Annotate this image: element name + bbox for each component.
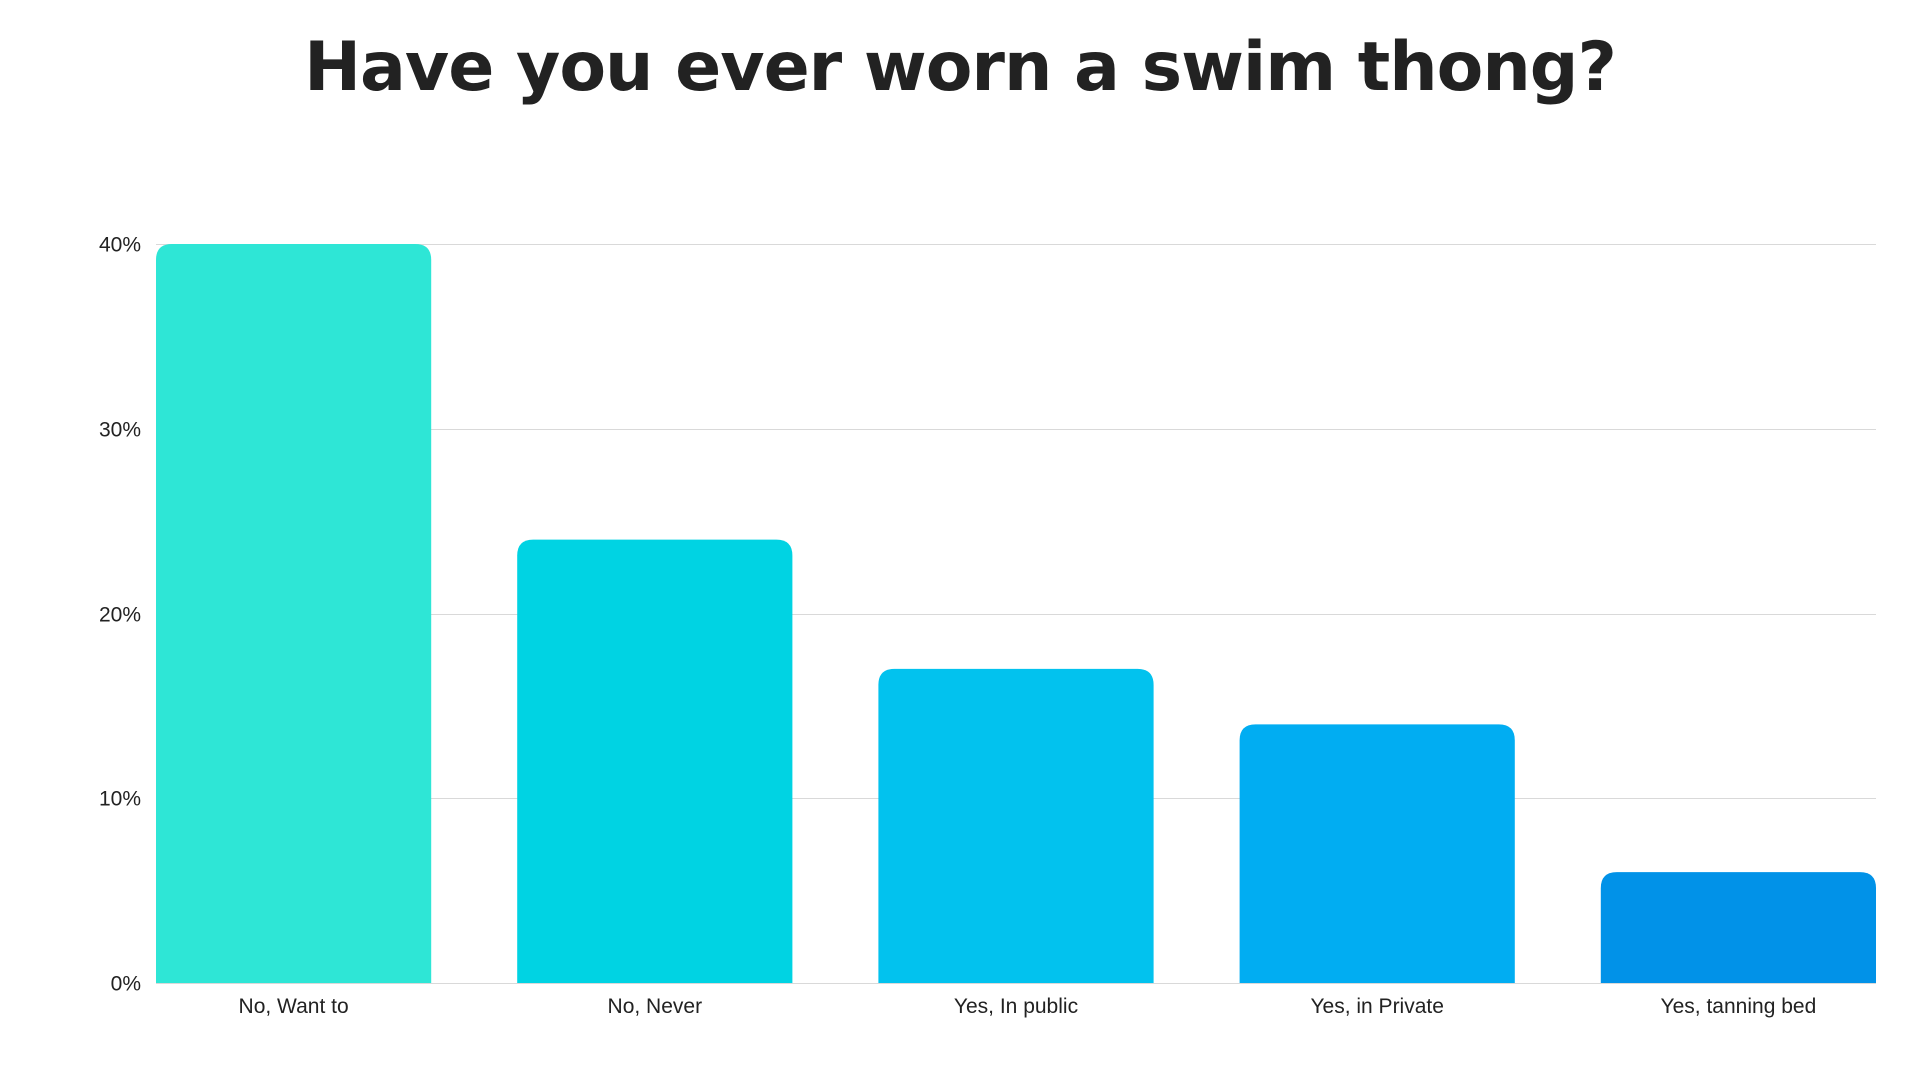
bar-1	[156, 244, 432, 983]
x-tick-label: Yes, In public	[954, 995, 1078, 1018]
x-tick-label: No, Never	[608, 995, 703, 1018]
x-tick-label: Yes, tanning bed	[1661, 995, 1817, 1018]
chart-title: Have you ever worn a swim thong?	[304, 28, 1617, 107]
bar-2	[517, 539, 793, 983]
y-axis-tick-labels: 0% 10% 20% 30% 40%	[99, 234, 141, 996]
bar-5	[1600, 872, 1876, 983]
x-tick-label: No, Want to	[239, 995, 349, 1018]
x-tick-label: Yes, in Private	[1310, 995, 1443, 1018]
bars	[156, 244, 1876, 983]
y-tick-label: 20%	[99, 604, 141, 627]
bar-3	[878, 668, 1154, 983]
y-tick-label: 40%	[99, 234, 141, 257]
y-tick-label: 30%	[99, 419, 141, 442]
y-tick-label: 10%	[99, 788, 141, 811]
bar-4	[1239, 724, 1515, 983]
x-axis-tick-labels: No, Want to No, Never Yes, In public Yes, i…	[239, 995, 1817, 1018]
y-tick-label: 0%	[111, 973, 141, 996]
